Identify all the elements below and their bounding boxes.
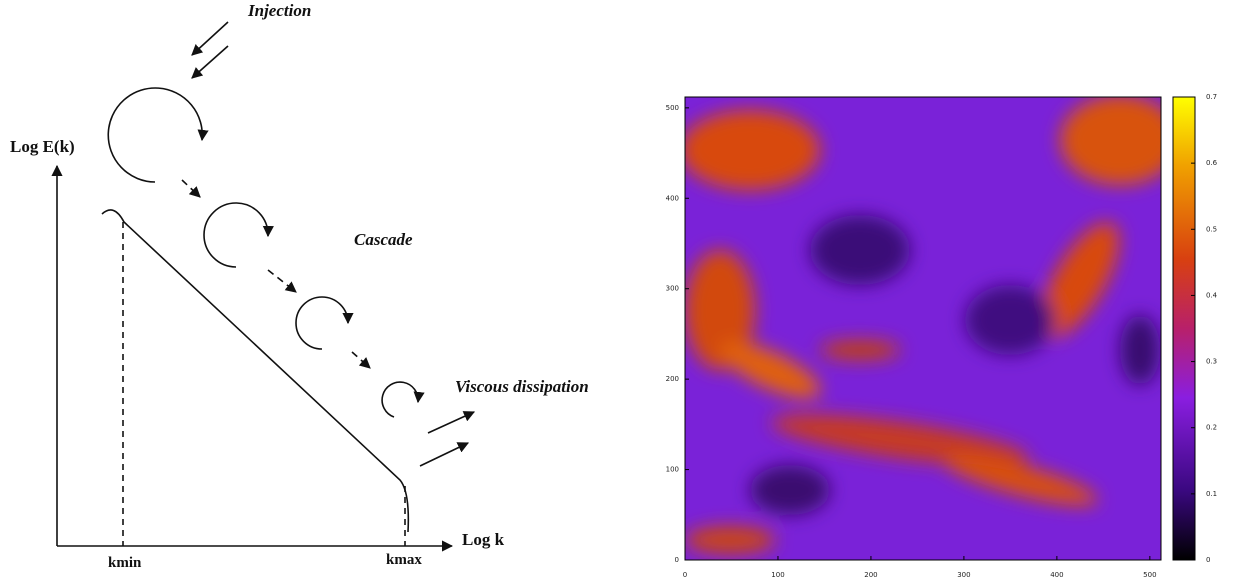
eddy: [296, 297, 348, 349]
colorbar-tick-label: 0.5: [1206, 225, 1217, 233]
eddy: [382, 382, 418, 417]
dissipation-arrow: [420, 443, 468, 466]
dissipation-label: Viscous dissipation: [455, 377, 589, 396]
cascade-diagram: Injection Log E(k) Cascade Viscous dissi…: [10, 1, 589, 571]
x-tick-label: 100: [771, 571, 784, 579]
cascade-arrow: [268, 270, 296, 292]
y-tick-label: 500: [666, 104, 679, 112]
y-tick-label: 300: [666, 285, 679, 293]
y-tick-label: 400: [666, 194, 679, 202]
colorbar-tick-label: 0.6: [1206, 159, 1218, 167]
injection-label: Injection: [247, 1, 311, 20]
colorbar-tick-label: 0: [1206, 556, 1210, 564]
dissipation-arrow: [428, 412, 474, 433]
cascade-label: Cascade: [354, 230, 413, 249]
colorbar-tick-label: 0.3: [1206, 358, 1217, 366]
heatmap-image: [680, 95, 1180, 560]
spectrum-curve: [102, 210, 408, 532]
kmin-label: kmin: [108, 555, 142, 571]
x-tick-label: 500: [1143, 571, 1156, 579]
page: Injection Log E(k) Cascade Viscous dissi…: [0, 0, 1238, 581]
eddy: [204, 203, 268, 267]
colorbar-tick-label: 0.7: [1206, 93, 1217, 101]
cascade-arrow: [182, 180, 200, 197]
cascade-arrow: [352, 352, 370, 368]
colorbar-tick-label: 0.4: [1206, 291, 1218, 299]
y-tick-label: 0: [675, 556, 679, 564]
x-axis-label: Log k: [462, 530, 505, 549]
x-tick-label: 0: [683, 571, 687, 579]
y-axis-label: Log E(k): [10, 137, 75, 156]
y-tick-label: 200: [666, 375, 679, 383]
y-tick-label: 100: [666, 466, 679, 474]
x-tick-label: 300: [957, 571, 970, 579]
colorbar: [1173, 97, 1195, 560]
x-tick-label: 400: [1050, 571, 1063, 579]
colorbar-tick-label: 0.2: [1206, 424, 1217, 432]
x-tick-label: 200: [864, 571, 877, 579]
eddy: [108, 88, 202, 182]
colorbar-tick-label: 0.1: [1206, 490, 1217, 498]
kmax-label: kmax: [386, 552, 422, 568]
heatmap: [680, 95, 1195, 560]
